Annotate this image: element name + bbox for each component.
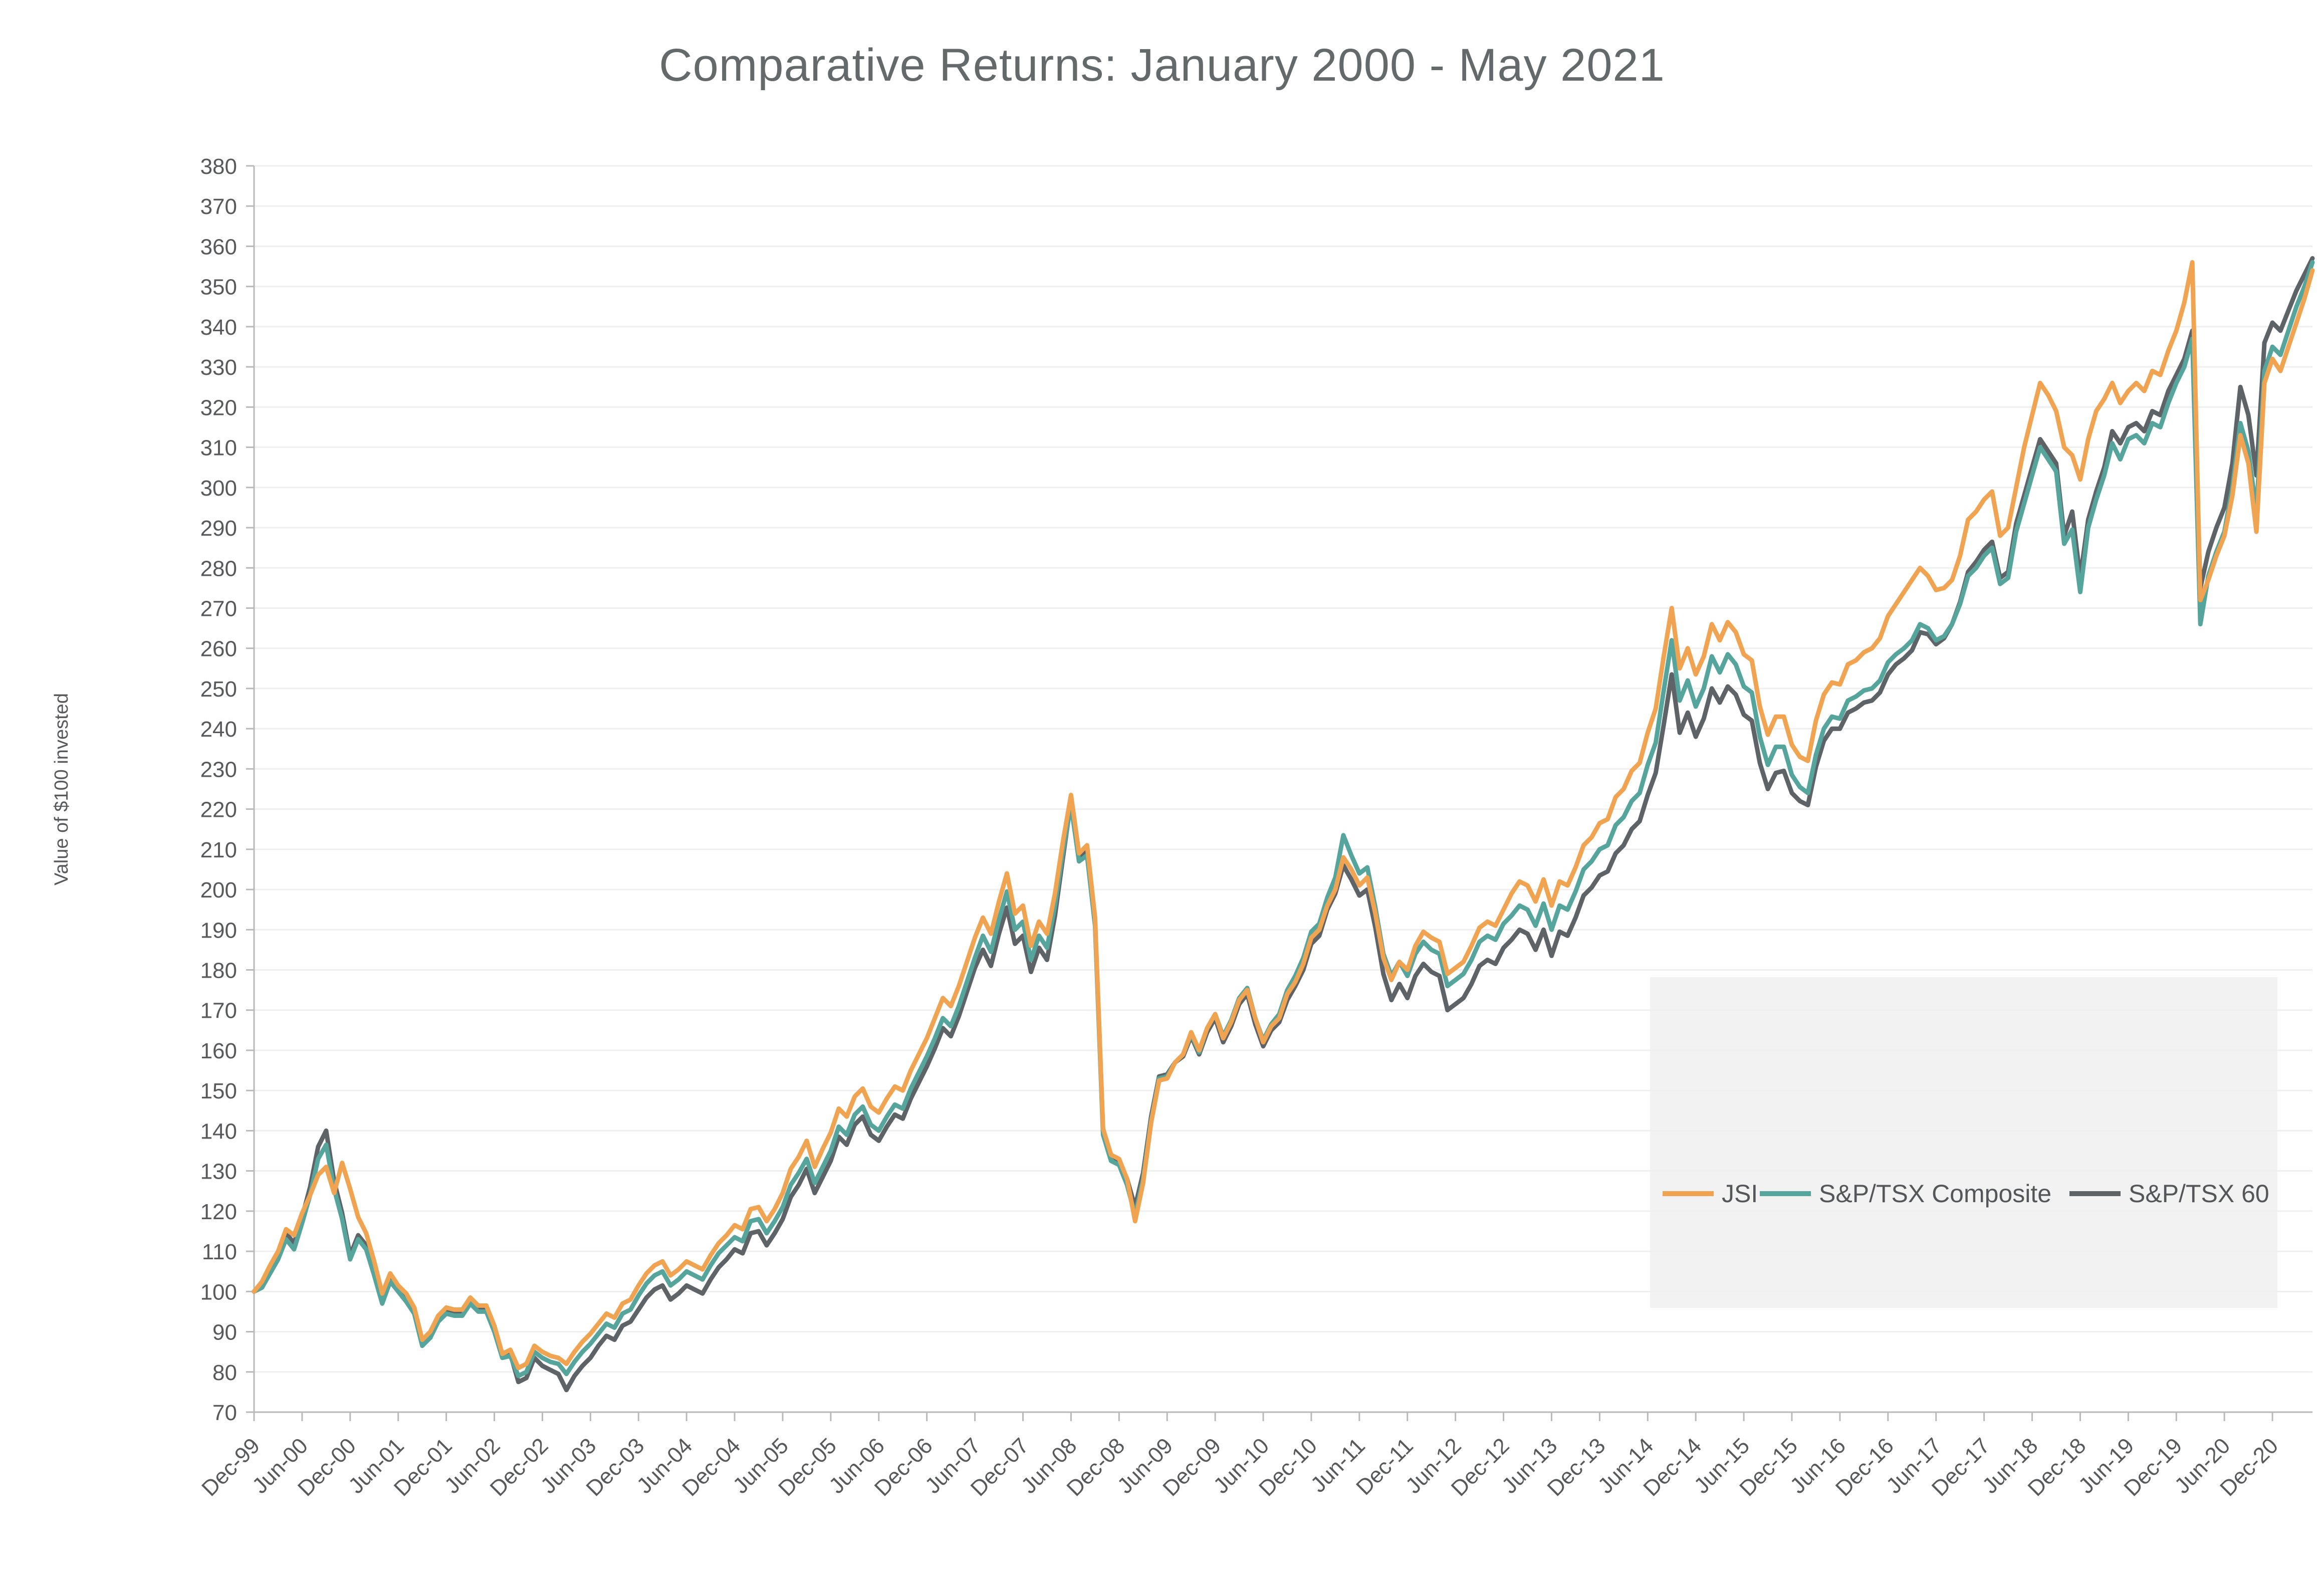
y-tick-label: 260: [200, 637, 237, 661]
y-tick-label: 380: [200, 154, 237, 179]
y-tick-label: 240: [200, 717, 237, 742]
y-tick-label: 180: [200, 959, 237, 983]
y-tick-label: 330: [200, 355, 237, 380]
y-tick-label: 140: [200, 1119, 237, 1144]
axes: [246, 165, 2312, 1421]
y-tick-label: 320: [200, 395, 237, 420]
y-tick-label: 290: [200, 516, 237, 541]
y-tick-label: 200: [200, 878, 237, 902]
legend-label-s-p-tsx-composite: S&P/TSX Composite: [1819, 1180, 2051, 1208]
y-tick-label: 280: [200, 556, 237, 581]
legend: JSI S&P/TSX Composite S&P/TSX 60: [1663, 1180, 2269, 1208]
y-axis-labels: 70 80 90 100 110 120 130 140 150 160 170 180 190 200 2…: [200, 154, 237, 1425]
series-lines: [252, 256, 2315, 1393]
y-tick-label: 80: [212, 1361, 237, 1385]
y-tick-label: 190: [200, 918, 237, 943]
y-tick-label: 160: [200, 1039, 237, 1063]
y-tick-label: 360: [200, 235, 237, 259]
gridlines: [254, 165, 2312, 1373]
y-tick-label: 230: [200, 757, 237, 782]
y-tick-label: 210: [200, 838, 237, 862]
y-tick-label: 300: [200, 476, 237, 501]
y-axis-title: Value of $100 invested: [51, 693, 72, 885]
y-tick-label: 350: [200, 275, 237, 300]
legend-label-s-p-tsx-60: S&P/TSX 60: [2129, 1180, 2269, 1208]
y-tick-label: 100: [200, 1280, 237, 1304]
y-tick-label: 220: [200, 798, 237, 822]
x-axis-labels: Dec-99Jun-00Dec-00Jun-01Dec-01Jun-02Dec-…: [197, 1433, 2283, 1501]
y-tick-label: 120: [200, 1200, 237, 1224]
y-tick-label: 150: [200, 1079, 237, 1103]
y-tick-label: 70: [212, 1401, 237, 1425]
legend-box: [1650, 977, 2277, 1308]
y-tick-label: 90: [212, 1320, 237, 1345]
x-tick-label: Dec-99: [197, 1433, 265, 1501]
y-tick-label: 310: [200, 436, 237, 461]
y-tick-label: 130: [200, 1160, 237, 1184]
y-tick-label: 340: [200, 315, 237, 340]
y-tick-label: 250: [200, 677, 237, 702]
chart-title: Comparative Returns: January 2000 - May …: [659, 40, 1665, 91]
y-tick-label: 170: [200, 999, 237, 1023]
legend-label-jsi: JSI: [1722, 1180, 1758, 1208]
y-tick-label: 110: [202, 1240, 237, 1264]
y-tick-label: 370: [200, 194, 237, 219]
series-line-jsi: [252, 260, 2315, 1371]
y-tick-label: 270: [200, 596, 237, 621]
